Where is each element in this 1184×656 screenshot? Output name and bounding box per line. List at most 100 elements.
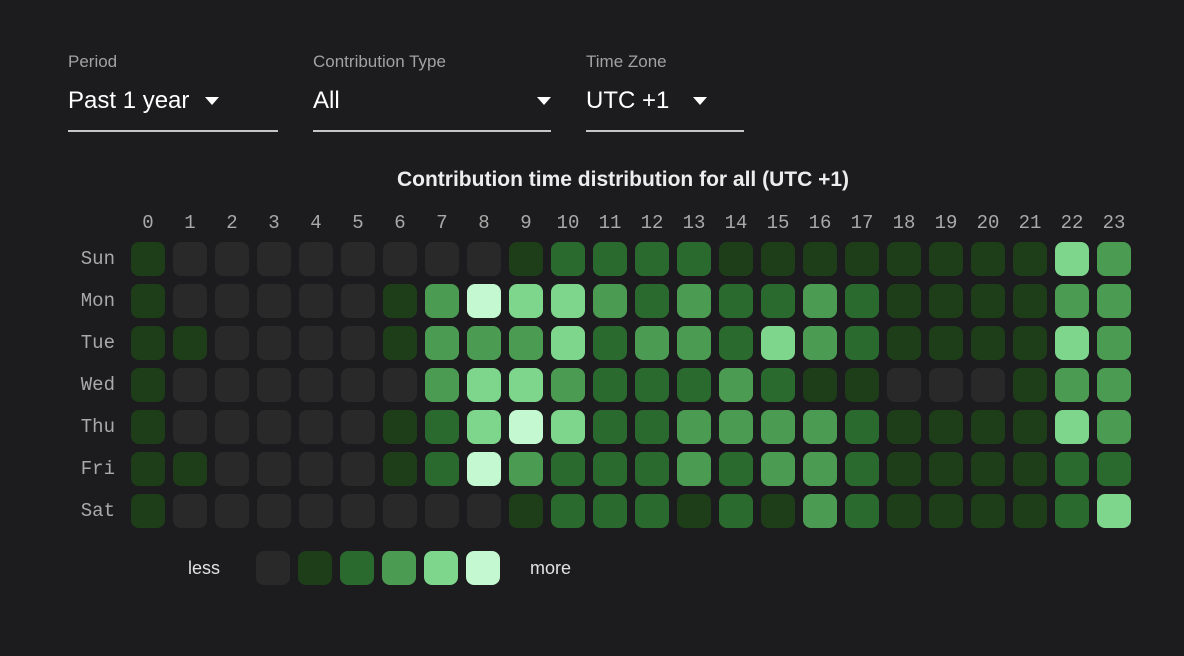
heatmap-cell[interactable] bbox=[341, 242, 375, 276]
heatmap-cell[interactable] bbox=[635, 410, 669, 444]
heatmap-cell[interactable] bbox=[215, 368, 249, 402]
heatmap-cell[interactable] bbox=[1013, 242, 1047, 276]
heatmap-cell[interactable] bbox=[299, 410, 333, 444]
heatmap-cell[interactable] bbox=[467, 452, 501, 486]
heatmap-cell[interactable] bbox=[1097, 284, 1131, 318]
heatmap-cell[interactable] bbox=[299, 326, 333, 360]
heatmap-cell[interactable] bbox=[803, 368, 837, 402]
heatmap-cell[interactable] bbox=[929, 452, 963, 486]
heatmap-cell[interactable] bbox=[215, 452, 249, 486]
heatmap-cell[interactable] bbox=[677, 368, 711, 402]
heatmap-cell[interactable] bbox=[887, 494, 921, 528]
heatmap-cell[interactable] bbox=[1097, 242, 1131, 276]
heatmap-cell[interactable] bbox=[677, 410, 711, 444]
heatmap-cell[interactable] bbox=[677, 326, 711, 360]
heatmap-cell[interactable] bbox=[887, 326, 921, 360]
heatmap-cell[interactable] bbox=[1097, 410, 1131, 444]
heatmap-cell[interactable] bbox=[215, 242, 249, 276]
heatmap-cell[interactable] bbox=[383, 452, 417, 486]
heatmap-cell[interactable] bbox=[971, 368, 1005, 402]
heatmap-cell[interactable] bbox=[761, 494, 795, 528]
heatmap-cell[interactable] bbox=[593, 368, 627, 402]
heatmap-cell[interactable] bbox=[257, 284, 291, 318]
heatmap-cell[interactable] bbox=[677, 242, 711, 276]
contribution-type-dropdown[interactable]: All bbox=[313, 87, 551, 132]
heatmap-cell[interactable] bbox=[761, 368, 795, 402]
heatmap-cell[interactable] bbox=[551, 410, 585, 444]
heatmap-cell[interactable] bbox=[1013, 494, 1047, 528]
heatmap-cell[interactable] bbox=[509, 284, 543, 318]
heatmap-cell[interactable] bbox=[1055, 326, 1089, 360]
heatmap-cell[interactable] bbox=[131, 494, 165, 528]
heatmap-cell[interactable] bbox=[551, 452, 585, 486]
heatmap-cell[interactable] bbox=[215, 410, 249, 444]
heatmap-cell[interactable] bbox=[551, 326, 585, 360]
heatmap-cell[interactable] bbox=[341, 284, 375, 318]
heatmap-cell[interactable] bbox=[971, 284, 1005, 318]
heatmap-cell[interactable] bbox=[845, 494, 879, 528]
heatmap-cell[interactable] bbox=[173, 284, 207, 318]
heatmap-cell[interactable] bbox=[593, 410, 627, 444]
heatmap-cell[interactable] bbox=[635, 242, 669, 276]
heatmap-cell[interactable] bbox=[341, 494, 375, 528]
heatmap-cell[interactable] bbox=[635, 368, 669, 402]
heatmap-cell[interactable] bbox=[593, 452, 627, 486]
heatmap-cell[interactable] bbox=[173, 410, 207, 444]
heatmap-cell[interactable] bbox=[173, 452, 207, 486]
heatmap-cell[interactable] bbox=[383, 368, 417, 402]
heatmap-cell[interactable] bbox=[467, 242, 501, 276]
heatmap-cell[interactable] bbox=[467, 410, 501, 444]
heatmap-cell[interactable] bbox=[1055, 410, 1089, 444]
heatmap-cell[interactable] bbox=[425, 410, 459, 444]
heatmap-cell[interactable] bbox=[341, 410, 375, 444]
heatmap-cell[interactable] bbox=[257, 368, 291, 402]
heatmap-cell[interactable] bbox=[1055, 494, 1089, 528]
heatmap-cell[interactable] bbox=[887, 410, 921, 444]
heatmap-cell[interactable] bbox=[173, 242, 207, 276]
heatmap-cell[interactable] bbox=[383, 326, 417, 360]
heatmap-cell[interactable] bbox=[509, 368, 543, 402]
heatmap-cell[interactable] bbox=[173, 494, 207, 528]
time-zone-dropdown[interactable]: UTC +1 bbox=[586, 87, 744, 132]
heatmap-cell[interactable] bbox=[257, 326, 291, 360]
heatmap-cell[interactable] bbox=[1013, 368, 1047, 402]
heatmap-cell[interactable] bbox=[299, 242, 333, 276]
heatmap-cell[interactable] bbox=[383, 410, 417, 444]
heatmap-cell[interactable] bbox=[509, 326, 543, 360]
heatmap-cell[interactable] bbox=[677, 284, 711, 318]
heatmap-cell[interactable] bbox=[677, 494, 711, 528]
heatmap-cell[interactable] bbox=[803, 284, 837, 318]
heatmap-cell[interactable] bbox=[719, 368, 753, 402]
heatmap-cell[interactable] bbox=[929, 326, 963, 360]
heatmap-cell[interactable] bbox=[131, 452, 165, 486]
heatmap-cell[interactable] bbox=[719, 494, 753, 528]
heatmap-cell[interactable] bbox=[551, 368, 585, 402]
heatmap-cell[interactable] bbox=[1097, 326, 1131, 360]
heatmap-cell[interactable] bbox=[299, 368, 333, 402]
heatmap-cell[interactable] bbox=[635, 452, 669, 486]
heatmap-cell[interactable] bbox=[425, 452, 459, 486]
heatmap-cell[interactable] bbox=[1055, 368, 1089, 402]
heatmap-cell[interactable] bbox=[1097, 452, 1131, 486]
heatmap-cell[interactable] bbox=[173, 368, 207, 402]
heatmap-cell[interactable] bbox=[887, 284, 921, 318]
heatmap-cell[interactable] bbox=[425, 242, 459, 276]
period-dropdown[interactable]: Past 1 year bbox=[68, 87, 278, 132]
heatmap-cell[interactable] bbox=[299, 284, 333, 318]
heatmap-cell[interactable] bbox=[929, 242, 963, 276]
heatmap-cell[interactable] bbox=[509, 452, 543, 486]
heatmap-cell[interactable] bbox=[299, 452, 333, 486]
heatmap-cell[interactable] bbox=[929, 368, 963, 402]
heatmap-cell[interactable] bbox=[341, 452, 375, 486]
heatmap-cell[interactable] bbox=[845, 242, 879, 276]
heatmap-cell[interactable] bbox=[761, 284, 795, 318]
heatmap-cell[interactable] bbox=[551, 242, 585, 276]
heatmap-cell[interactable] bbox=[383, 494, 417, 528]
heatmap-cell[interactable] bbox=[551, 284, 585, 318]
heatmap-cell[interactable] bbox=[131, 368, 165, 402]
heatmap-cell[interactable] bbox=[803, 452, 837, 486]
heatmap-cell[interactable] bbox=[803, 242, 837, 276]
heatmap-cell[interactable] bbox=[677, 452, 711, 486]
heatmap-cell[interactable] bbox=[131, 242, 165, 276]
heatmap-cell[interactable] bbox=[845, 410, 879, 444]
